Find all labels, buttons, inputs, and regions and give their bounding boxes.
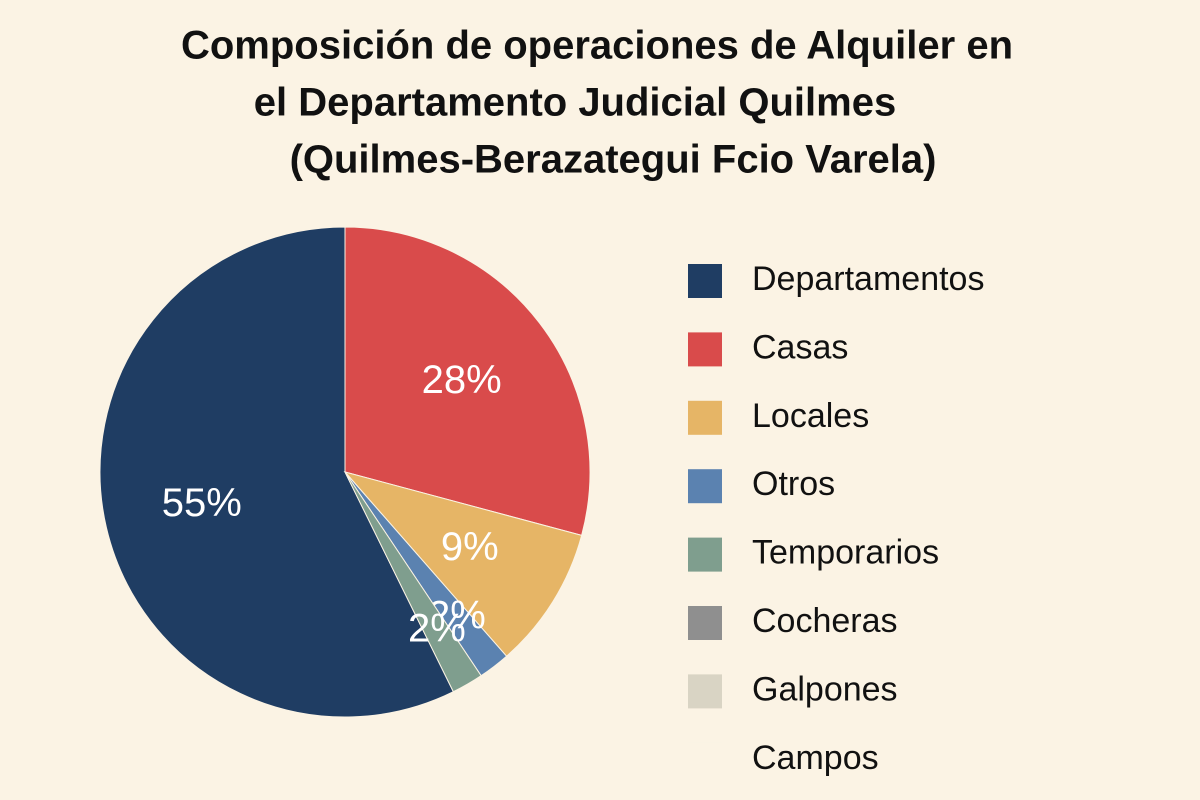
chart-title: Composición de operaciones de Alquiler e… xyxy=(181,24,1013,68)
legend-label: Otros xyxy=(752,465,835,503)
slice-label: 55% xyxy=(162,481,242,525)
pie-slice xyxy=(343,471,583,657)
legend-label: Galpones xyxy=(752,670,898,708)
slice-label: 28% xyxy=(422,358,502,402)
legend-label: Locales xyxy=(752,397,869,435)
legend-label: Campos xyxy=(752,739,879,777)
legend-swatch xyxy=(688,264,722,298)
legend-swatch xyxy=(688,606,722,640)
legend-swatch xyxy=(688,537,722,572)
legend-swatch xyxy=(688,674,722,709)
pie-slice xyxy=(344,471,482,693)
legend-swatch xyxy=(688,742,722,777)
legend-swatch xyxy=(688,332,722,367)
legend-swatch xyxy=(688,469,722,504)
slice-label: 2% xyxy=(408,607,466,651)
pie-slice xyxy=(99,226,455,718)
legend-swatch xyxy=(688,400,722,435)
legend-label: Temporarios xyxy=(752,534,939,572)
slice-label: 9% xyxy=(441,525,499,569)
pie-slice xyxy=(344,226,591,537)
chart-title: el Departamento Judicial Quilmes xyxy=(254,81,896,125)
legend-label: Casas xyxy=(752,328,848,366)
legend-label: Departamentos xyxy=(752,260,984,298)
chart-title: (Quilmes-Berazategui Fcio Varela) xyxy=(290,138,937,182)
legend-label: Cocheras xyxy=(752,602,898,640)
